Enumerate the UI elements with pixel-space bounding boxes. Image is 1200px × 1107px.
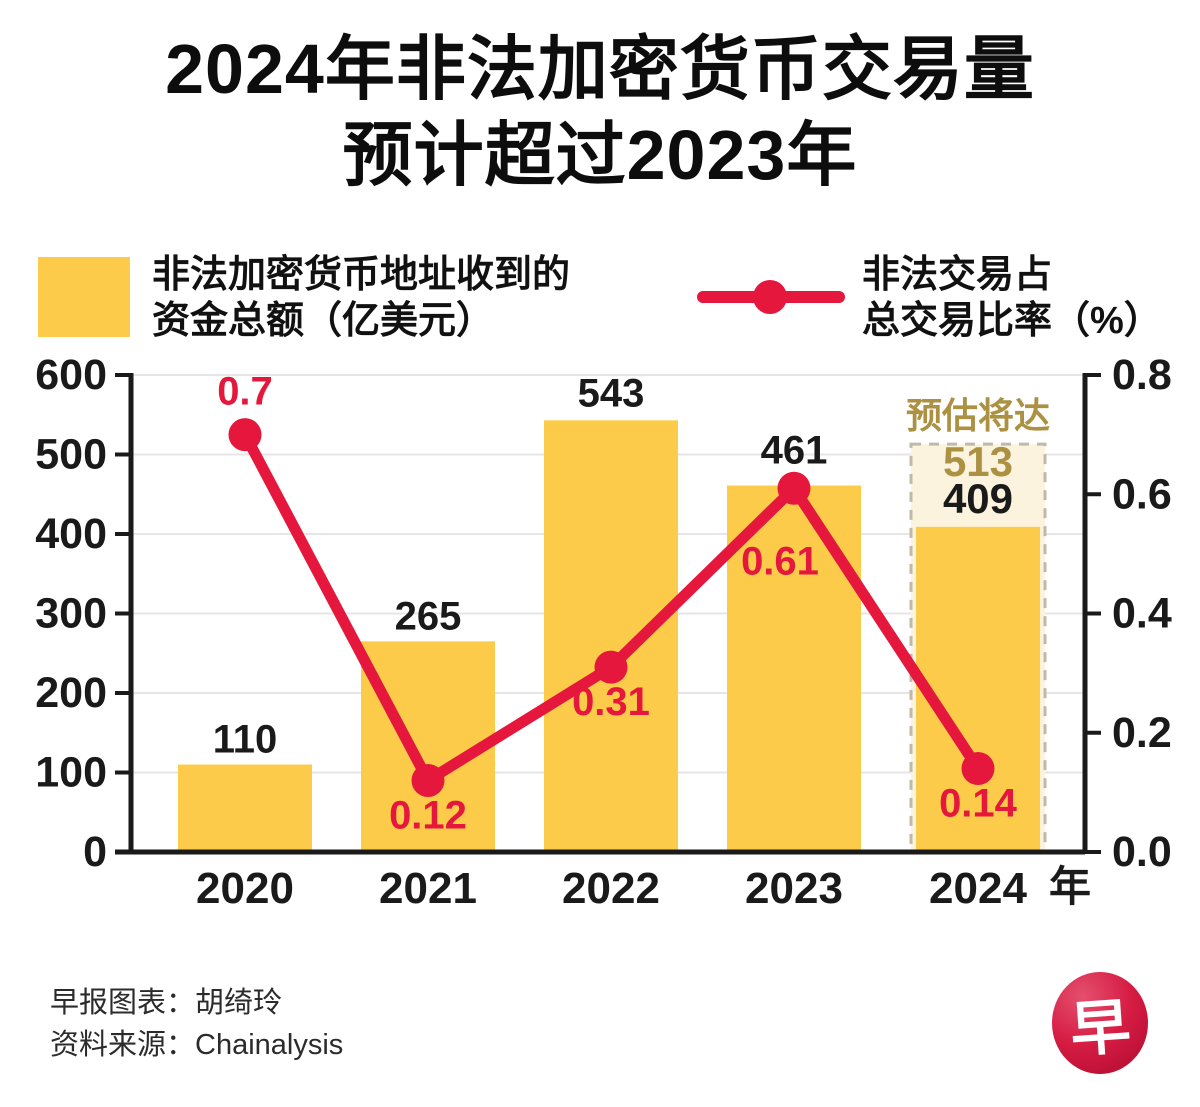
legend-bar-swatch	[38, 257, 130, 337]
legend-bar-label-line1: 非法加密货币地址收到的	[152, 254, 571, 296]
bar-value-2022: 543	[578, 371, 645, 415]
zaobao-logo: 早	[1052, 972, 1148, 1074]
legend-line-dot-icon	[753, 280, 787, 314]
data-point-2022	[594, 650, 628, 684]
footer-credits: 早报图表：胡绮玲 资料来源：Chainalysis	[50, 982, 343, 1066]
right-tick-label-0.6: 0.6	[1112, 470, 1172, 518]
forecast-value: 513	[943, 438, 1013, 485]
right-tick-label-0.0: 0.0	[1112, 828, 1172, 876]
left-tick-label-200: 200	[35, 669, 107, 717]
left-tick-label-500: 500	[35, 431, 107, 479]
right-tick-label-0.8: 0.8	[1112, 351, 1172, 399]
bar-value-2021: 265	[395, 594, 462, 638]
data-point-2024	[961, 752, 995, 786]
chart-title-line2: 预计超过2023年	[342, 116, 858, 194]
data-point-2020	[228, 418, 262, 452]
x-label-2022: 2022	[562, 864, 660, 913]
x-label-2021: 2021	[379, 864, 477, 913]
bar-value-2020: 110	[213, 718, 278, 762]
left-tick-label-600: 600	[35, 351, 107, 399]
bar-value-2024: 409	[943, 475, 1013, 522]
data-point-2023	[777, 471, 811, 505]
footer-credit-line: 早报图表：胡绮玲	[50, 987, 283, 1019]
bar-value-2023: 461	[761, 429, 828, 473]
bar-2024	[916, 526, 1040, 852]
zaobao-logo-glyph: 早	[1068, 992, 1133, 1064]
bar-2022	[544, 420, 678, 852]
x-label-2024: 2024	[929, 864, 1027, 913]
forecast-label: 预估将达	[906, 395, 1050, 436]
legend-line-label: 非法交易占 总交易比率（%）	[862, 252, 1162, 344]
left-tick-label-0: 0	[83, 828, 107, 876]
x-label-2020: 2020	[196, 864, 294, 913]
left-tick-label-400: 400	[35, 510, 107, 558]
point-label-2020: 0.7	[217, 370, 273, 414]
x-label-2023: 2023	[745, 864, 843, 913]
point-label-2024: 0.14	[939, 782, 1018, 826]
legend-line-swatch	[697, 280, 845, 314]
left-tick-label-300: 300	[35, 590, 107, 638]
point-label-2023: 0.61	[741, 539, 819, 583]
legend-line-label-line1: 非法交易占	[862, 254, 1053, 296]
right-tick-label-0.4: 0.4	[1112, 590, 1172, 638]
point-label-2022: 0.31	[572, 680, 650, 724]
legend-bar-label: 非法加密货币地址收到的 资金总额（亿美元）	[152, 252, 570, 344]
data-point-2021	[411, 763, 445, 797]
bar-2020	[178, 764, 312, 852]
left-tick-label-100: 100	[35, 749, 107, 797]
chart-title-line1: 2024年非法加密货币交易量	[165, 30, 1035, 108]
point-label-2021: 0.12	[389, 793, 467, 837]
chart-title: 2024年非法加密货币交易量 预计超过2023年	[0, 26, 1200, 198]
footer-source-line: 资料来源：Chainalysis	[50, 1029, 344, 1061]
x-axis-unit: 年	[1049, 863, 1091, 910]
legend-line-label-line2: 总交易比率（%）	[862, 300, 1162, 342]
legend-bar-label-line2: 资金总额（亿美元）	[152, 300, 495, 342]
right-tick-label-0.2: 0.2	[1112, 709, 1172, 757]
